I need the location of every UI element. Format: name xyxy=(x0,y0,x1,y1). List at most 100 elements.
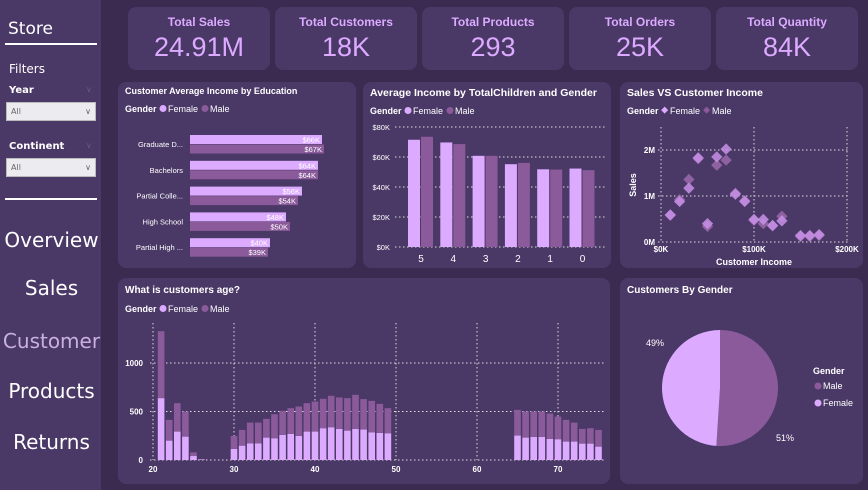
bar-male xyxy=(263,418,270,438)
bar-male xyxy=(165,419,173,441)
bar-female xyxy=(263,437,270,460)
bar-female xyxy=(514,435,521,460)
kpi-value: 25K xyxy=(615,32,665,62)
data-label: $54K xyxy=(278,197,296,206)
bar-female xyxy=(246,443,254,460)
point-female xyxy=(664,209,676,221)
nav-returns[interactable]: Returns xyxy=(13,430,90,454)
legend-male-label: Male xyxy=(210,104,230,114)
bar-female xyxy=(165,440,173,460)
y-tick-label: $80K xyxy=(372,123,390,132)
point-male xyxy=(683,173,695,186)
bar-female xyxy=(376,432,384,460)
bar-male xyxy=(287,408,294,434)
bar-female xyxy=(182,436,189,460)
bar-female xyxy=(595,446,602,460)
nav-products[interactable]: Products xyxy=(8,379,95,403)
bar-male xyxy=(538,411,546,437)
point-female xyxy=(748,213,760,226)
legend-female-label: Female xyxy=(413,106,443,116)
bar-female xyxy=(336,428,343,460)
bar-female xyxy=(570,441,578,460)
data-label: $56K xyxy=(282,187,300,196)
legend-male-label: Male xyxy=(712,106,732,116)
bar-female xyxy=(190,186,302,196)
divider xyxy=(5,43,97,45)
nav-overview[interactable]: Overview xyxy=(4,228,99,252)
bar-male xyxy=(190,452,197,457)
category-label: Bachelors xyxy=(150,166,184,175)
y-tick-label: 0M xyxy=(644,238,655,247)
data-label: $67K xyxy=(304,145,322,154)
bar-female xyxy=(360,429,367,460)
legend-male-marker xyxy=(814,382,822,390)
point-female xyxy=(813,228,825,241)
chevron-down-icon[interactable]: ∨ xyxy=(86,85,92,94)
category-label: Partial High ... xyxy=(136,243,183,252)
legend-female-label: Female xyxy=(168,104,198,114)
bar-male xyxy=(295,406,303,436)
y-tick-label: $20K xyxy=(372,213,390,222)
legend-male-marker xyxy=(446,107,454,114)
legend-female-marker xyxy=(159,105,167,112)
bar-female xyxy=(295,435,303,460)
bar-female xyxy=(352,428,359,460)
bar-male xyxy=(360,399,367,430)
data-label: $39K xyxy=(248,248,266,257)
bar-male xyxy=(319,398,327,429)
x-tick-label: 5 xyxy=(418,254,424,265)
bar-male xyxy=(368,400,375,433)
x-axis-title: Customer Income xyxy=(716,257,792,267)
bar-male xyxy=(546,413,554,439)
bar-male xyxy=(190,170,318,180)
point-female xyxy=(794,229,807,242)
kpi-total-products: Total Products 293 xyxy=(422,7,564,70)
bar-male xyxy=(579,428,586,444)
data-label: $40K xyxy=(250,239,268,248)
bar-male xyxy=(230,435,238,449)
year-select-value: All xyxy=(11,107,21,116)
x-tick-label: 1 xyxy=(547,254,553,265)
nav-sales[interactable]: Sales xyxy=(24,276,79,300)
data-label: $64K xyxy=(298,171,316,180)
x-tick-label: 2 xyxy=(515,254,521,265)
continent-filter-label: Continent xyxy=(9,141,65,152)
continent-select[interactable]: All ∨ xyxy=(6,158,96,177)
bar-male xyxy=(311,401,319,432)
bar-female xyxy=(408,139,420,247)
point-female xyxy=(683,182,695,194)
bar-male xyxy=(327,395,335,428)
bar-female xyxy=(311,431,319,460)
bar-female xyxy=(157,398,165,460)
kpi-total-sales: Total Sales 24.91M xyxy=(128,7,270,70)
bar-male xyxy=(190,144,324,154)
chevron-down-icon[interactable]: ∨ xyxy=(86,141,92,150)
bar-male xyxy=(384,408,392,434)
bar-male xyxy=(570,422,578,442)
legend-female-marker xyxy=(661,106,669,114)
point-female xyxy=(692,152,704,164)
point-female xyxy=(739,195,751,208)
bar-male xyxy=(190,221,290,231)
bar-female xyxy=(472,155,485,247)
chart-title: Sales VS Customer Income xyxy=(627,87,763,99)
y-tick-label: 2M xyxy=(644,146,655,155)
bar-female xyxy=(522,437,529,460)
legend-female-marker xyxy=(159,305,167,312)
nav-customer[interactable]: Customer xyxy=(2,329,101,353)
bar-female xyxy=(384,433,392,460)
filters-label: Filters xyxy=(9,62,45,76)
bar-male xyxy=(190,247,268,257)
bar-male xyxy=(587,428,594,444)
year-select[interactable]: All ∨ xyxy=(6,102,96,121)
bar-male xyxy=(530,411,537,437)
legend-female-label: Female xyxy=(670,106,700,116)
bar-male xyxy=(352,394,359,429)
x-tick-label: 0 xyxy=(580,254,586,265)
bar-female xyxy=(279,434,286,460)
bar-male xyxy=(279,410,286,435)
year-filter-label: Year xyxy=(9,85,34,96)
point-female xyxy=(711,151,723,163)
legend-female-marker xyxy=(814,399,822,407)
bar-female xyxy=(554,439,562,460)
